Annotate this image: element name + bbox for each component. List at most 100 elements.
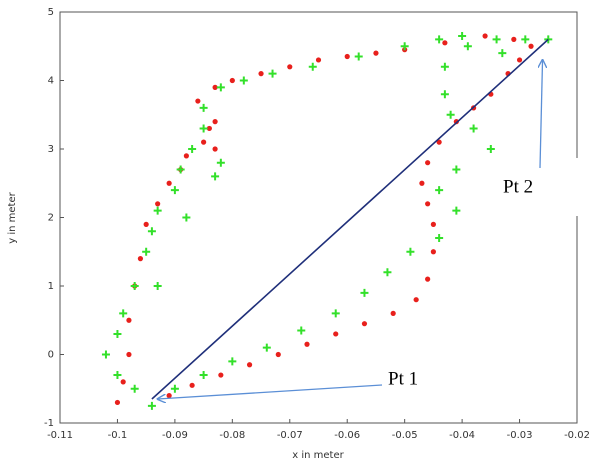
plus-point <box>521 35 530 44</box>
dot-point <box>373 50 379 56</box>
plus-point <box>308 62 317 71</box>
plus-point <box>435 186 444 195</box>
plus-point <box>458 31 467 40</box>
dot-point <box>511 36 517 43</box>
dot-point <box>344 53 350 60</box>
plus-point <box>211 172 220 181</box>
dot-point <box>361 321 368 327</box>
dot-point <box>229 77 235 84</box>
dot-point <box>436 139 442 145</box>
dot-point <box>126 317 132 323</box>
plus-point <box>216 158 225 167</box>
dot-point <box>183 153 189 159</box>
dot-point <box>246 362 253 368</box>
dot-point <box>258 71 264 77</box>
plus-point <box>216 83 225 92</box>
dot-point <box>218 372 224 378</box>
plus-point <box>199 103 208 112</box>
dot-point <box>390 310 396 316</box>
plus-point <box>452 206 461 215</box>
plus-point <box>153 206 162 215</box>
plus-point <box>113 371 122 380</box>
dot-point <box>212 119 218 125</box>
dot-point <box>482 33 488 39</box>
plus-point <box>239 76 248 85</box>
plus-point <box>182 213 191 222</box>
x-tick-label: -0.09 <box>162 430 188 441</box>
y-tick-label: 5 <box>48 7 54 18</box>
dot-point <box>126 351 132 358</box>
x-tick-label: -0.08 <box>219 430 245 441</box>
plus-point <box>463 42 472 51</box>
dot-point <box>528 43 534 49</box>
annotation-box <box>494 158 590 216</box>
y-tick-label: 4 <box>48 76 54 87</box>
dot-point <box>166 180 172 186</box>
dot-point <box>114 399 121 406</box>
plus-point <box>142 247 151 256</box>
plus-point <box>297 326 306 335</box>
plus-point <box>268 69 277 78</box>
dot-point <box>516 57 523 63</box>
x-tick-label: -0.03 <box>507 430 533 441</box>
plus-point <box>435 234 444 243</box>
plus-point <box>176 165 185 174</box>
plus-point <box>469 124 478 133</box>
x-tick-label: -0.05 <box>392 430 418 441</box>
dot-point <box>413 297 419 303</box>
dot-point <box>155 201 161 207</box>
dot-point <box>419 180 425 186</box>
dot-point <box>201 139 207 145</box>
plus-point <box>228 357 237 366</box>
plus-point <box>435 35 444 44</box>
dot-point <box>425 201 431 207</box>
annotation-label: Pt 2 <box>503 176 533 197</box>
plus-point <box>331 309 340 318</box>
x-tick-label: -0.04 <box>449 430 475 441</box>
plus-point <box>153 282 162 290</box>
dot-point <box>442 40 448 46</box>
plus-point <box>400 42 409 51</box>
plus-point <box>147 401 156 410</box>
plus-point <box>170 384 179 393</box>
plus-point <box>262 343 271 352</box>
dot-point <box>195 98 201 104</box>
y-tick-label: -1 <box>44 418 54 429</box>
x-tick-label: -0.06 <box>334 430 360 441</box>
plus-point <box>360 288 369 297</box>
dot-point <box>430 221 436 227</box>
plus-point <box>101 350 110 359</box>
plus-point <box>446 110 455 119</box>
y-tick-label: 2 <box>48 213 54 224</box>
x-tick-label: -0.02 <box>564 430 590 441</box>
plus-point <box>354 52 363 61</box>
plus-point <box>188 145 197 153</box>
annotation-label: Pt 1 <box>388 368 418 389</box>
plus-point <box>170 186 179 195</box>
dot-point <box>143 221 149 227</box>
plus-point <box>113 329 122 338</box>
plus-point <box>199 371 208 380</box>
plus-point <box>147 227 156 236</box>
x-tick-label: -0.1 <box>108 430 128 441</box>
plus-point <box>544 35 553 44</box>
plus-point <box>199 124 208 133</box>
dot-point <box>425 160 431 166</box>
dot-point <box>275 351 281 358</box>
plus-point <box>119 309 128 318</box>
dot-point <box>166 393 172 399</box>
x-axis-label: x in meter <box>292 450 344 461</box>
plus-point <box>406 247 415 256</box>
x-tick-label: -0.07 <box>277 430 303 441</box>
y-tick-label: 1 <box>48 281 54 292</box>
plus-point <box>486 145 495 153</box>
dot-point <box>137 256 144 262</box>
dot-point <box>206 125 212 132</box>
dot-point <box>189 382 195 388</box>
plus-point <box>498 49 507 58</box>
connector-line <box>151 38 549 400</box>
y-axis-label: y in meter <box>7 191 18 243</box>
plus-point <box>130 384 139 393</box>
